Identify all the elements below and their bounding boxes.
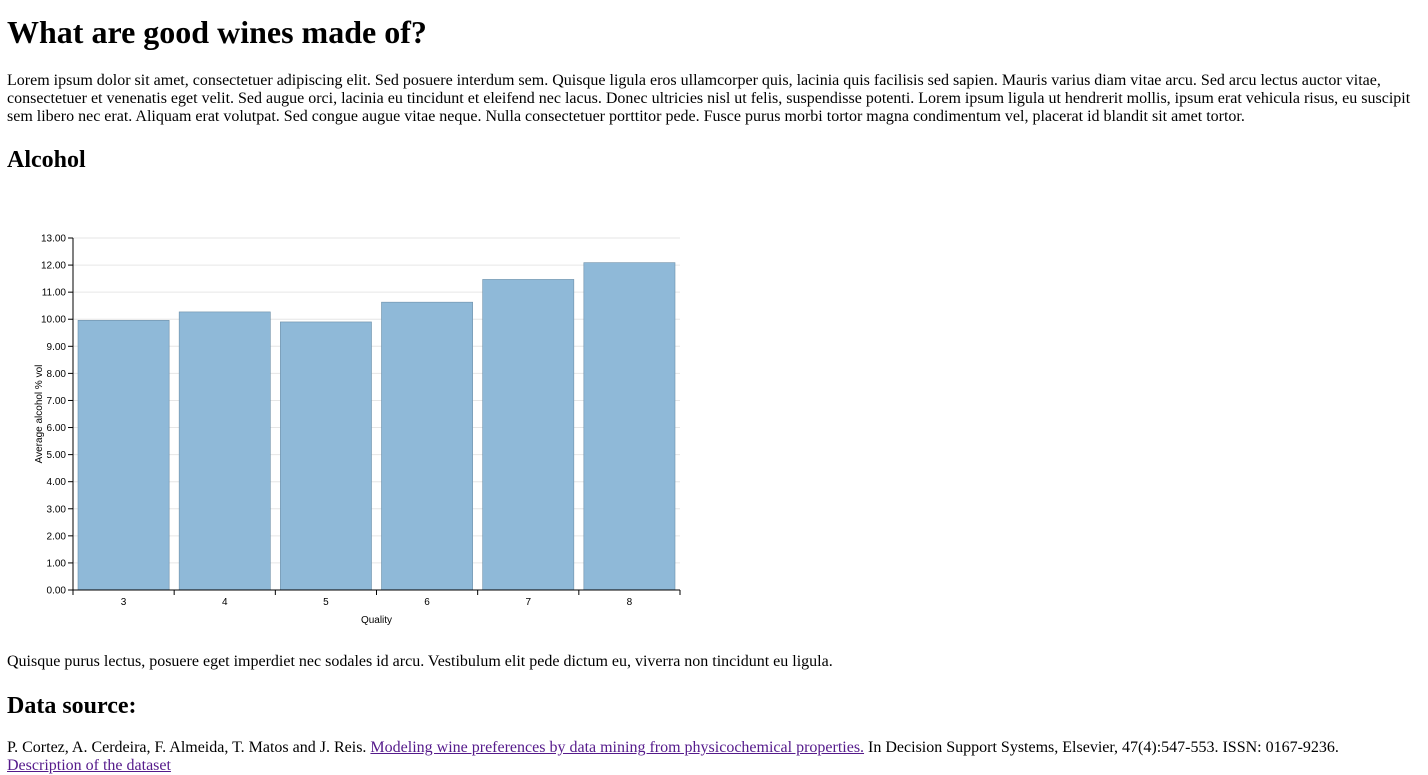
x-tick-label: 5 — [323, 597, 329, 608]
x-axis-label: Quality — [361, 615, 392, 626]
y-tick-label: 4.00 — [47, 477, 67, 488]
outro-paragraph: Quisque purus lectus, posuere eget imper… — [7, 653, 833, 670]
bar-quality-7 — [482, 279, 575, 591]
citation-journal: In Decision Support Systems, Elsevier, 4… — [864, 739, 1339, 756]
bar-quality-6 — [381, 301, 473, 591]
y-tick-label: 3.00 — [47, 504, 67, 515]
citation-authors: P. Cortez, A. Cerdeira, F. Almeida, T. M… — [7, 739, 371, 756]
y-tick-label: 1.00 — [47, 558, 67, 569]
x-tick-label: 6 — [424, 597, 430, 608]
section-heading-alcohol: Alcohol — [7, 147, 86, 173]
y-tick-label: 10.00 — [41, 315, 66, 326]
y-tick-label: 2.00 — [47, 531, 67, 542]
y-tick-label: 0.00 — [47, 586, 67, 597]
y-axis: 0.00 1.00 2.00 3.00 4.00 5.00 6.00 7.00 8.00 9.00… — [41, 234, 74, 597]
y-tick-label: 12.00 — [41, 261, 66, 272]
y-tick-label: 13.00 — [41, 234, 66, 245]
y-tick-label: 9.00 — [47, 342, 67, 353]
dataset-description-link[interactable]: Description of the dataset — [7, 757, 171, 774]
x-axis: 3 4 5 6 7 8 — [72, 589, 681, 608]
alcohol-bar-chart: 0.00 1.00 2.00 3.00 4.00 5.00 6.00 7.00 8.00 9.00… — [34, 234, 681, 626]
citation: P. Cortez, A. Cerdeira, F. Almeida, T. M… — [7, 739, 1427, 757]
bar-quality-5 — [280, 321, 372, 591]
bar-quality-8 — [583, 262, 676, 591]
chart-bars — [77, 262, 676, 591]
y-tick-label: 5.00 — [47, 450, 67, 461]
x-tick-label: 3 — [121, 597, 127, 608]
y-tick-label: 6.00 — [47, 423, 67, 434]
y-tick-label: 8.00 — [47, 369, 67, 380]
page-title: What are good wines made of? — [7, 14, 427, 50]
x-tick-label: 7 — [525, 597, 531, 608]
intro-paragraph: Lorem ipsum dolor sit amet, consectetuer… — [7, 72, 1411, 125]
paper-link[interactable]: Modeling wine preferences by data mining… — [370, 739, 865, 756]
x-tick-label: 8 — [627, 597, 633, 608]
x-tick-label: 4 — [222, 597, 228, 608]
data-source-heading: Data source: — [7, 693, 137, 719]
bar-quality-4 — [178, 311, 271, 591]
bar-quality-3 — [77, 320, 170, 591]
y-axis-label: Average alcohol % vol — [34, 365, 45, 464]
y-tick-label: 7.00 — [47, 396, 67, 407]
y-tick-label: 11.00 — [42, 288, 67, 299]
